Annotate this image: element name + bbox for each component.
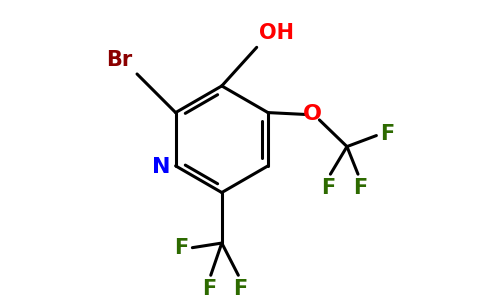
Text: F: F (321, 178, 336, 198)
Text: F: F (174, 238, 189, 258)
Text: F: F (380, 124, 394, 144)
Text: OH: OH (259, 23, 294, 43)
Text: F: F (202, 279, 216, 299)
Text: Br: Br (106, 50, 133, 70)
Text: N: N (151, 157, 170, 177)
Text: O: O (302, 104, 321, 124)
Text: F: F (233, 279, 247, 299)
Text: F: F (353, 178, 367, 198)
